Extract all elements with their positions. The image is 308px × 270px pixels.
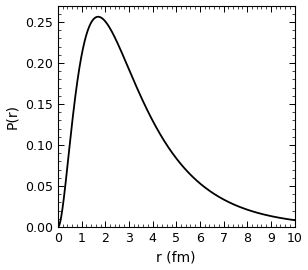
X-axis label: r (fm): r (fm)	[156, 251, 196, 264]
Y-axis label: P(r): P(r)	[6, 104, 19, 129]
